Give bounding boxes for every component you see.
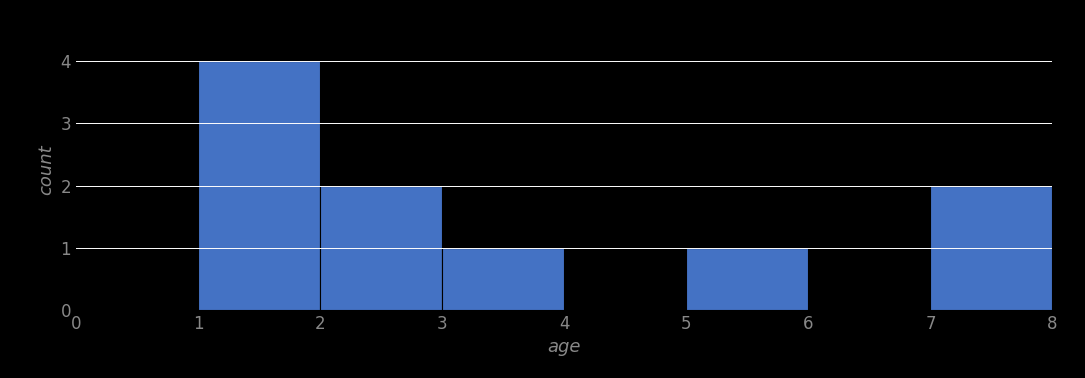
- X-axis label: age: age: [548, 338, 580, 356]
- Bar: [443, 248, 564, 310]
- Bar: [197, 61, 320, 310]
- Y-axis label: count: count: [37, 145, 55, 195]
- Bar: [931, 186, 1052, 310]
- Bar: [687, 248, 808, 310]
- Bar: [320, 186, 443, 310]
